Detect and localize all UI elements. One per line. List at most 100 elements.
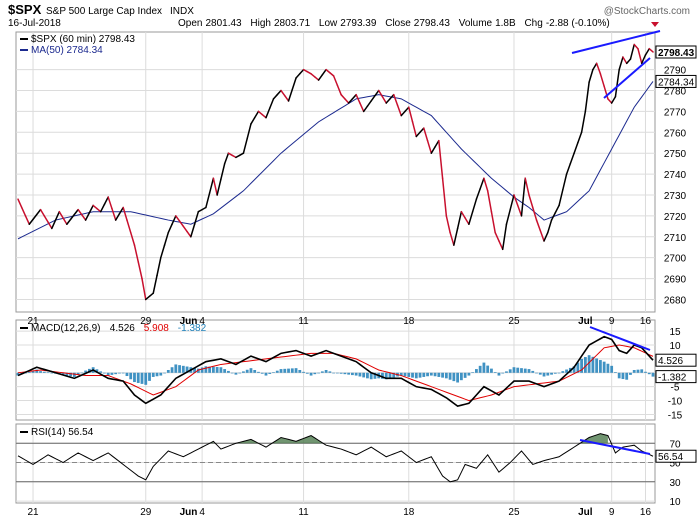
- price-segment: [618, 56, 624, 71]
- macd-histogram-bar: [211, 366, 215, 373]
- macd-histogram-bar: [163, 372, 166, 374]
- macd-histogram-bar: [39, 371, 42, 373]
- macd-histogram-bar: [557, 372, 561, 374]
- price-segment: [265, 107, 271, 119]
- macd-histogram-bar: [305, 372, 309, 374]
- macd-histogram-bar: [497, 372, 501, 376]
- macd-histogram-bar: [219, 367, 223, 373]
- macd-histogram-bar: [339, 372, 343, 374]
- price-segment: [622, 56, 628, 65]
- price-segment: [58, 210, 64, 219]
- price-segment: [528, 194, 534, 209]
- macd-histogram-bar: [456, 372, 460, 383]
- macd-histogram-bar: [27, 371, 31, 373]
- macd-histogram-bar: [614, 372, 617, 373]
- price-segment: [88, 204, 94, 214]
- price-segment: [299, 68, 305, 75]
- macd-histogram-bar: [625, 372, 629, 380]
- macd-histogram-bar: [520, 368, 523, 373]
- macd-histogram-bar: [42, 371, 46, 373]
- price-segment: [141, 277, 147, 301]
- macd-histogram-bar: [640, 369, 644, 373]
- macd-histogram-bar: [294, 368, 298, 373]
- x-tick-label: 4: [199, 316, 205, 327]
- macd-histogram-bar: [110, 372, 114, 375]
- y-tick-label: 2700: [664, 254, 687, 265]
- macd-histogram-bar: [133, 372, 136, 383]
- price-segment: [96, 207, 102, 213]
- macd-histogram-bar: [636, 369, 640, 373]
- macd-histogram-bar: [418, 372, 422, 378]
- y-tick-label: 10: [669, 497, 681, 508]
- legend-entry: 4.526: [110, 323, 135, 334]
- price-segment: [332, 75, 339, 87]
- price-segment: [498, 240, 504, 251]
- price-segment: [584, 81, 590, 113]
- price-segment: [344, 98, 350, 104]
- macd-histogram-bar: [287, 368, 290, 373]
- last-value-tag: [655, 449, 697, 463]
- price-segment: [550, 211, 557, 221]
- macd-histogram-bar: [381, 372, 384, 379]
- x-tick-label: 29: [140, 507, 152, 518]
- chg-value: -2.88 (-0.10%): [546, 18, 610, 29]
- price-segment: [588, 68, 594, 83]
- price-segment: [156, 256, 162, 277]
- price-segment: [272, 93, 279, 100]
- macd-histogram-bar: [583, 357, 587, 373]
- price-segment: [516, 204, 523, 217]
- macd-histogram-bar: [553, 372, 557, 374]
- price-segment: [445, 215, 451, 234]
- macd-histogram-bar: [144, 372, 148, 385]
- macd-histogram-bar: [72, 372, 76, 377]
- price-segment: [486, 190, 493, 213]
- price-segment: [212, 177, 218, 196]
- price-segment: [460, 210, 466, 219]
- support-trendline: [603, 57, 651, 99]
- macd-histogram-bar: [181, 365, 185, 373]
- macd-histogram-bar: [452, 372, 456, 382]
- macd-histogram-bar: [343, 372, 347, 375]
- symbol-name: S&P 500 Large Cap Index: [46, 6, 162, 17]
- macd-histogram-bar: [69, 372, 73, 377]
- price-segment: [242, 137, 248, 154]
- macd-histogram-bar: [196, 368, 200, 373]
- macd-histogram-bar: [482, 362, 486, 373]
- macd-histogram-bar: [561, 371, 565, 373]
- price-segment: [99, 203, 106, 213]
- price-segment: [205, 192, 211, 209]
- price-segment: [573, 141, 579, 154]
- price-segment: [426, 139, 433, 154]
- macd-histogram-bar: [118, 372, 121, 374]
- macd-histogram-bar: [234, 372, 238, 375]
- macd-histogram-bar: [290, 368, 294, 373]
- price-segment: [408, 106, 414, 123]
- price-segment: [178, 220, 185, 228]
- price-segment: [562, 173, 568, 191]
- x-tick-label: 16: [640, 316, 652, 327]
- price-segment: [389, 93, 395, 100]
- x-tick-label: 25: [508, 507, 520, 518]
- price-segment: [321, 68, 327, 76]
- price-segment: [430, 146, 436, 154]
- symbol-exchange: INDX: [170, 6, 194, 17]
- macd-histogram-bar: [103, 372, 106, 374]
- macd-histogram-bar: [527, 369, 531, 373]
- price-segment: [28, 218, 34, 225]
- price-segment: [610, 96, 617, 104]
- price-segment: [415, 131, 421, 138]
- last-value-tag: [655, 370, 697, 384]
- price-segment: [595, 62, 602, 75]
- price-segment: [126, 219, 132, 234]
- price-segment: [592, 62, 598, 71]
- y-tick-label: 2720: [664, 212, 687, 223]
- macd-histogram-bar: [125, 372, 129, 377]
- price-segment: [629, 43, 635, 60]
- macd-histogram-bar: [84, 370, 88, 373]
- macd-histogram-bar: [283, 368, 287, 373]
- macd-histogram-bar: [140, 372, 144, 384]
- x-tick-label: 16: [640, 507, 652, 518]
- macd-histogram-bar: [354, 372, 358, 376]
- last-value-label: 4.526: [658, 356, 683, 367]
- macd-histogram-bar: [598, 360, 602, 373]
